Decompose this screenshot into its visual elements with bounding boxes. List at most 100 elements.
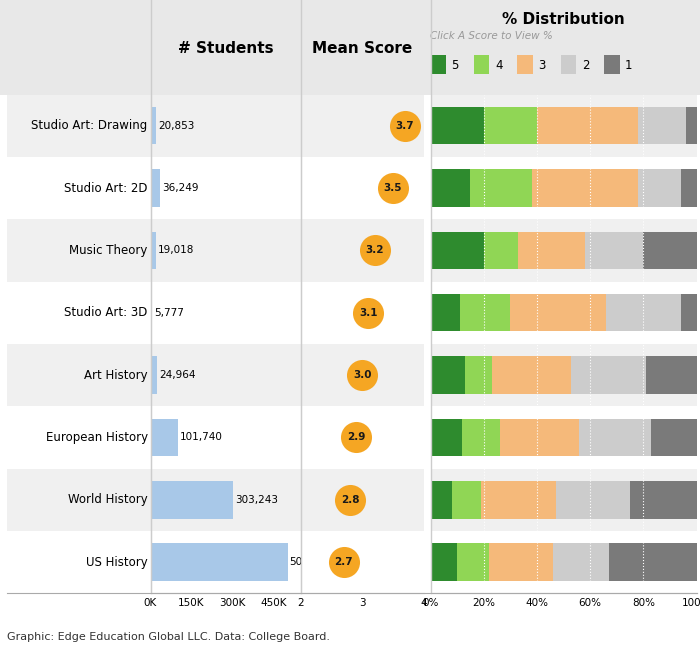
Bar xyxy=(301,157,424,219)
Bar xyxy=(301,469,424,531)
Text: 2.9: 2.9 xyxy=(347,432,365,443)
Bar xyxy=(430,344,696,406)
Bar xyxy=(7,157,150,219)
Bar xyxy=(430,107,484,144)
Bar xyxy=(150,419,178,456)
Text: European History: European History xyxy=(46,431,148,444)
Text: 19,018: 19,018 xyxy=(158,245,194,256)
Bar xyxy=(651,419,696,456)
Point xyxy=(363,308,374,318)
Bar xyxy=(470,170,531,207)
Bar xyxy=(430,419,463,456)
Bar xyxy=(556,481,630,518)
Bar xyxy=(150,157,301,219)
Bar xyxy=(606,294,680,331)
Bar xyxy=(680,170,696,207)
Bar xyxy=(500,419,580,456)
Bar xyxy=(489,544,553,581)
Text: 36,249: 36,249 xyxy=(162,183,199,193)
Bar xyxy=(481,481,556,518)
Bar xyxy=(630,481,696,518)
Bar xyxy=(518,231,584,269)
Bar xyxy=(301,344,424,406)
Bar xyxy=(150,231,155,269)
Bar xyxy=(7,406,150,469)
Text: 24,964: 24,964 xyxy=(159,370,195,380)
Text: US History: US History xyxy=(86,556,148,569)
Bar xyxy=(643,231,696,269)
Bar xyxy=(460,294,510,331)
Bar xyxy=(7,219,150,282)
Bar xyxy=(150,469,301,531)
Bar xyxy=(150,406,301,469)
Bar xyxy=(553,544,609,581)
Bar xyxy=(491,357,571,394)
Bar xyxy=(484,107,537,144)
Text: % Distribution: % Distribution xyxy=(502,12,625,27)
Text: 3.1: 3.1 xyxy=(359,308,377,318)
Bar xyxy=(430,170,470,207)
Bar xyxy=(531,170,638,207)
Point xyxy=(369,245,380,256)
Text: 5,777: 5,777 xyxy=(154,308,183,318)
Bar xyxy=(301,219,424,282)
Text: Studio Art: 3D: Studio Art: 3D xyxy=(64,306,148,319)
Bar xyxy=(301,95,424,157)
Bar xyxy=(150,282,301,344)
Point xyxy=(351,432,362,443)
Text: 2.7: 2.7 xyxy=(335,557,354,567)
Bar xyxy=(7,95,150,157)
Bar xyxy=(646,357,696,394)
Bar xyxy=(301,531,424,593)
Bar xyxy=(510,294,606,331)
Text: Studio Art: Drawing: Studio Art: Drawing xyxy=(32,119,148,132)
Bar xyxy=(571,357,646,394)
Bar xyxy=(430,157,696,219)
Bar xyxy=(430,95,696,157)
Text: 3.2: 3.2 xyxy=(365,245,384,256)
Text: Studio Art: 2D: Studio Art: 2D xyxy=(64,181,148,194)
Point xyxy=(356,370,368,380)
Bar xyxy=(150,344,301,406)
Bar xyxy=(430,406,696,469)
Bar xyxy=(430,481,452,518)
Text: 3.0: 3.0 xyxy=(353,370,372,380)
Text: 2.8: 2.8 xyxy=(341,495,359,505)
Bar xyxy=(150,481,234,518)
Bar xyxy=(150,107,156,144)
Bar xyxy=(430,282,696,344)
Bar xyxy=(680,294,696,331)
Bar xyxy=(430,231,484,269)
Bar xyxy=(463,419,500,456)
Point xyxy=(338,557,349,567)
Bar xyxy=(452,481,481,518)
Text: Graphic: Edge Education Global LLC. Data: College Board.: Graphic: Edge Education Global LLC. Data… xyxy=(7,632,330,642)
Text: Art History: Art History xyxy=(84,368,148,381)
Point xyxy=(344,495,356,505)
Bar xyxy=(7,469,150,531)
Bar xyxy=(150,544,288,581)
Text: 3.5: 3.5 xyxy=(384,183,402,193)
Bar xyxy=(150,219,301,282)
Point xyxy=(387,183,398,193)
Text: 3: 3 xyxy=(538,59,546,72)
Bar xyxy=(430,531,696,593)
Bar xyxy=(484,231,518,269)
Bar xyxy=(609,544,696,581)
Bar xyxy=(638,107,686,144)
Bar xyxy=(686,107,696,144)
Text: 4: 4 xyxy=(495,59,503,72)
Bar xyxy=(537,107,638,144)
Text: 5: 5 xyxy=(452,59,459,72)
Text: 101,740: 101,740 xyxy=(180,432,223,443)
Bar xyxy=(430,294,460,331)
Bar xyxy=(7,531,150,593)
Bar xyxy=(301,282,424,344)
Bar xyxy=(638,170,680,207)
Text: Click A Score to View %: Click A Score to View % xyxy=(430,31,553,41)
Bar xyxy=(430,357,465,394)
Bar xyxy=(150,170,160,207)
Text: 3.7: 3.7 xyxy=(395,121,414,130)
Bar xyxy=(430,544,457,581)
Bar xyxy=(430,469,696,531)
